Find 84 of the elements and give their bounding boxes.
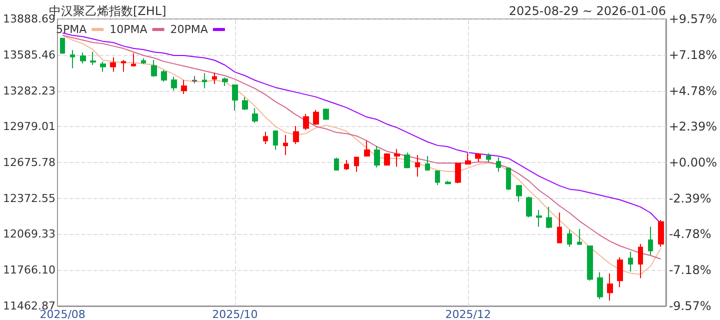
legend-label: 10PMA: [110, 23, 148, 36]
candlestick: [344, 159, 349, 171]
candlestick: [283, 134, 288, 156]
candlestick: [455, 162, 461, 184]
y2-tick-label: -2.39%: [668, 191, 712, 206]
candlestick: [404, 152, 410, 169]
x-tick-label: 2025/12: [445, 308, 491, 320]
candlestick: [242, 96, 248, 110]
candlestick: [415, 154, 420, 178]
y-tick-label: 13585.46: [2, 48, 56, 62]
y2-tick-label: -9.57%: [668, 299, 712, 313]
candlestick: [577, 228, 582, 246]
candlestick: [252, 108, 258, 124]
candlestick: [263, 131, 268, 145]
candlestick: [293, 126, 299, 145]
candlestick: [465, 152, 471, 165]
candlestick: [486, 152, 491, 163]
candlestick: [445, 180, 451, 185]
y2-tick-label: +4.78%: [668, 84, 718, 98]
candlestick: [394, 148, 400, 168]
y-tick-label: 12372.55: [2, 192, 56, 205]
y2-tick-label: +2.39%: [668, 120, 718, 134]
candlestick: [354, 156, 359, 172]
candlestick: [648, 226, 653, 256]
y2-tick-label: +7.18%: [668, 48, 718, 62]
candlestick: [496, 156, 501, 172]
y2-tick-label: -7.18%: [668, 263, 712, 278]
y-tick-label: 13282.23: [2, 84, 56, 98]
y-tick-label: 12675.78: [2, 156, 56, 169]
candlestick: [536, 210, 542, 228]
candlestick: [110, 56, 116, 72]
candlestick: [546, 206, 552, 229]
candlestick: [334, 157, 339, 172]
candlestick: [80, 52, 86, 64]
candlestick: [567, 230, 572, 248]
candlestick: [161, 69, 167, 82]
candlestick: [181, 80, 187, 94]
candlestick: [141, 58, 146, 65]
y-tick-label: 11766.10: [2, 264, 56, 277]
candlestick: [435, 170, 440, 186]
candlestick: [70, 49, 75, 69]
candlestick: [526, 196, 532, 218]
candlestick: [628, 251, 633, 272]
candlestick: [151, 60, 157, 78]
candlestick: [597, 272, 603, 300]
candlestick: [587, 246, 593, 282]
y-tick-label: 12979.01: [2, 120, 56, 134]
candlestick: [60, 38, 65, 54]
candlestick: [364, 140, 370, 158]
candlestick: [506, 166, 511, 191]
candlestick: [617, 256, 623, 288]
y2-tick-label: +9.57%: [668, 12, 718, 26]
legend-label: 20PMA: [170, 23, 208, 36]
y-tick-label: 12069.33: [2, 228, 56, 241]
candlestick: [121, 60, 126, 72]
legend-label: 5PMA: [56, 23, 88, 36]
candlestick: [192, 75, 197, 84]
candlestick: [607, 272, 613, 302]
candlestick: [313, 109, 319, 126]
candlestick: [171, 76, 177, 92]
candlestick: [638, 243, 643, 279]
candlestick: [131, 52, 136, 68]
candlestick: [303, 113, 309, 131]
candlestick: [384, 152, 390, 166]
candlestick: [90, 51, 96, 66]
candlestick: [425, 155, 430, 172]
x-tick-label: 2025/10: [212, 308, 258, 320]
candlestick: [323, 108, 329, 120]
candlestick: [516, 184, 522, 202]
candlestick: [557, 212, 562, 244]
candlestick: [222, 77, 228, 87]
y2-tick-label: -4.78%: [668, 227, 712, 242]
candlestick: [475, 152, 481, 162]
candlestick: [658, 219, 664, 248]
candlestick: [202, 72, 207, 89]
candlestick: [232, 84, 238, 112]
y-tick-label: 13888.69: [2, 12, 56, 26]
candlestick: [374, 146, 380, 168]
chart-subtitle: 2025-08-29 ~ 2026-01-06: [508, 4, 666, 18]
y2-tick-label: +0.00%: [668, 156, 718, 170]
x-tick-label: 2025/08: [40, 308, 86, 320]
candlestick: [100, 61, 106, 72]
candlestick: [273, 130, 278, 150]
candlestick: [212, 72, 217, 85]
